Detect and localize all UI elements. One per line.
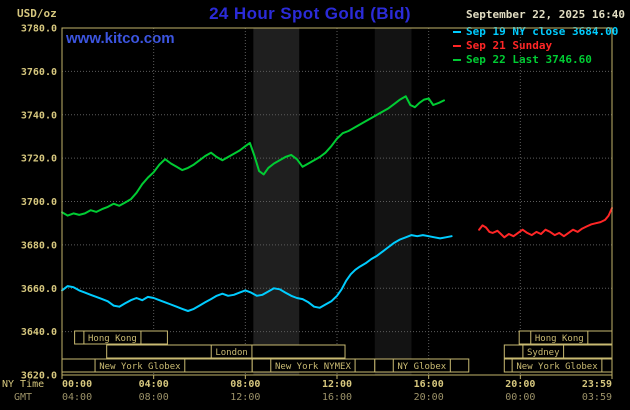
- legend-item-sep22: Sep 22 Last 3746.60: [453, 53, 625, 66]
- x-tick-label-ny: 20:00: [505, 379, 535, 390]
- y-tick-label: 3740.0: [21, 110, 57, 121]
- session-label-box: [511, 358, 603, 373]
- legend-item-sep21: Sep 21 Sunday: [453, 39, 625, 52]
- session-label: New York Globex: [516, 362, 598, 372]
- x-tick-label-gmt: 03:59: [582, 392, 612, 403]
- y-tick-label: 3760.0: [21, 67, 57, 78]
- x-tick-label-gmt: 12:00: [230, 392, 260, 403]
- x-tick-label-ny: 04:00: [139, 379, 169, 390]
- price-line-sep-19-ny-close: [61, 234, 453, 312]
- session-label: Sydney: [527, 348, 560, 358]
- session-label: New York Globex: [99, 362, 181, 372]
- x-tick-label-gmt: 16:00: [322, 392, 352, 403]
- session-label: New York NYMEX: [275, 362, 351, 372]
- session-label-box: [530, 330, 589, 345]
- units-label: USD/oz: [17, 7, 57, 20]
- session-label-box: [94, 358, 186, 373]
- y-tick-label: 3780.0: [21, 24, 57, 35]
- session-label: Hong Kong: [535, 334, 584, 344]
- price-line-sep-21-sunday: [478, 207, 613, 239]
- datetime-label: September 22, 2025 16:40: [466, 8, 625, 21]
- session-label: NY Globex: [397, 362, 446, 372]
- x-axis-row-label-nytime: NY Time: [2, 379, 44, 390]
- session-label-box: [270, 358, 356, 373]
- series-dash-icon: [453, 30, 461, 33]
- y-tick-label: 3640.0: [21, 327, 57, 338]
- session-label-box: [210, 344, 253, 359]
- x-tick-label-ny: 16:00: [414, 379, 444, 390]
- x-tick-label-gmt: 20:00: [414, 392, 444, 403]
- series-dash-icon: [453, 58, 461, 61]
- x-tick-label-ny: 08:00: [230, 379, 260, 390]
- x-tick-label-gmt: 04:00: [62, 392, 92, 403]
- session-label-box: [392, 358, 451, 373]
- y-tick-label: 3660.0: [21, 284, 57, 295]
- session-label-box: [522, 344, 565, 359]
- x-tick-label-ny: 23:59: [582, 379, 612, 390]
- x-tick-label-gmt: 08:00: [139, 392, 169, 403]
- series-dash-icon: [453, 44, 461, 47]
- session-label: London: [215, 348, 248, 358]
- price-line-sep-22-last: [61, 95, 445, 217]
- x-tick-label-ny: 12:00: [322, 379, 352, 390]
- session-label-box: [83, 330, 142, 345]
- session-label: Hong Kong: [88, 334, 137, 344]
- y-tick-label: 3700.0: [21, 197, 57, 208]
- y-tick-label: 3620.0: [21, 371, 57, 382]
- x-tick-label-gmt: 00:00: [505, 392, 535, 403]
- kitco-watermark: www.kitco.com: [66, 30, 175, 47]
- legend-label: Sep 21 Sunday: [466, 39, 553, 52]
- y-tick-label: 3680.0: [21, 240, 57, 251]
- legend-label: Sep 22 Last 3746.60: [466, 53, 592, 66]
- x-axis-row-label-gmt: GMT: [14, 392, 32, 403]
- x-tick-label-ny: 00:00: [62, 379, 92, 390]
- chart-title: 24 Hour Spot Gold (Bid): [209, 4, 411, 23]
- y-tick-label: 3720.0: [21, 154, 57, 165]
